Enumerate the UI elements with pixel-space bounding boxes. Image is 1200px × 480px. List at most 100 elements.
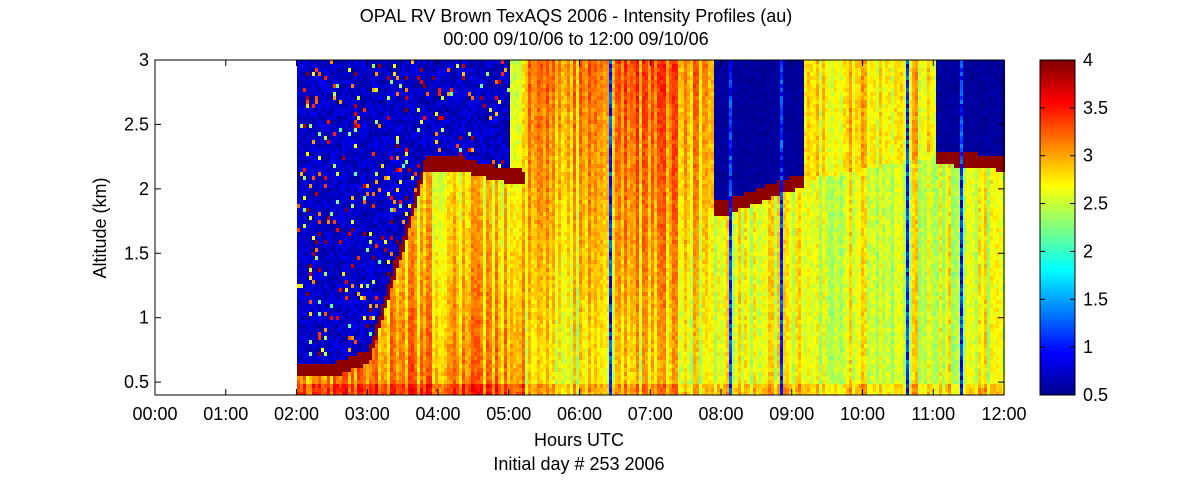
heatmap-cell [372,160,375,164]
heatmap-cell [363,88,366,92]
heatmap-cell [441,112,444,116]
heatmap-cell [414,348,417,352]
heatmap-cell [360,240,363,244]
heatmap-cell [471,216,474,220]
heatmap-cell [456,308,459,312]
heatmap-cell [438,84,441,88]
heatmap-cell [366,136,369,140]
heatmap-cell [438,176,441,180]
heatmap-cell [423,144,426,148]
heatmap-cell [300,96,303,100]
heatmap-cell [342,116,345,120]
heatmap-cell [330,296,333,300]
heatmap-cell [465,124,468,128]
heatmap-cell [471,168,474,172]
heatmap-cell [393,240,396,244]
heatmap-cell [333,172,336,176]
heatmap-cell [327,204,330,208]
heatmap-cell [300,372,303,376]
heatmap-cell [339,256,342,260]
heatmap-cell [306,244,309,248]
heatmap-cell [435,60,438,64]
heatmap-cell [429,252,432,256]
heatmap-cell [363,68,366,72]
heatmap-cell [309,220,312,224]
heatmap-cell [411,108,414,112]
heatmap-cell [384,312,387,316]
heatmap-cell [435,284,438,288]
heatmap-cell [351,360,354,364]
heatmap-cell [444,96,447,100]
heatmap-cell [447,76,450,80]
heatmap-cell [447,364,450,368]
heatmap-cell [309,108,312,112]
heatmap-cell [474,180,477,184]
heatmap-cell [456,172,459,176]
heatmap-cell [447,176,450,180]
heatmap-cell [387,136,390,140]
heatmap-cell [435,388,438,392]
heatmap-cell [468,268,471,272]
heatmap-cell [297,304,300,308]
heatmap-cell [429,240,432,244]
heatmap-cell [471,80,474,84]
heatmap-cell [381,360,384,364]
heatmap-cell [426,328,429,332]
heatmap-cell [417,136,420,140]
heatmap-cell [456,352,459,356]
heatmap-cell [375,380,378,384]
heatmap-cell [345,328,348,332]
heatmap-cell [312,260,315,264]
heatmap-cell [417,200,420,204]
heatmap-cell [300,68,303,72]
heatmap-cell [375,208,378,212]
heatmap-cell [315,244,318,248]
heatmap-cell [336,208,339,212]
heatmap-cell [354,128,357,132]
heatmap-cell [429,68,432,72]
heatmap-cell [435,172,438,176]
heatmap-cell [378,240,381,244]
heatmap-cell [360,364,363,368]
heatmap-cell [414,264,417,268]
heatmap-cell [438,180,441,184]
heatmap-cell [333,260,336,264]
heatmap-cell [453,72,456,76]
heatmap-cell [405,380,408,384]
heatmap-cell [327,272,330,276]
heatmap-cell [453,252,456,256]
heatmap-cell [300,168,303,172]
heatmap-cell [384,212,387,216]
heatmap-cell [363,376,366,380]
heatmap-cell [393,256,396,260]
heatmap-cell [420,120,423,124]
heatmap-cell [420,340,423,344]
heatmap-cell [441,188,444,192]
heatmap-cell [339,164,342,168]
heatmap-cell [375,72,378,76]
heatmap-cell [318,292,321,296]
heatmap-cell [438,160,441,164]
heatmap-cell [471,96,474,100]
heatmap-cell [354,384,357,388]
heatmap-cell [306,364,309,368]
heatmap-cell [429,164,432,168]
heatmap-cell [393,252,396,256]
heatmap-cell [459,284,462,288]
heatmap-cell [396,176,399,180]
heatmap-cell [471,340,474,344]
heatmap-cell [450,144,453,148]
heatmap-cell [372,176,375,180]
heatmap-cell [471,260,474,264]
heatmap-cell [339,244,342,248]
heatmap-cell [447,72,450,76]
heatmap-cell [351,104,354,108]
heatmap-cell [450,364,453,368]
heatmap-cell [438,292,441,296]
heatmap-cell [465,152,468,156]
heatmap-cell [369,264,372,268]
heatmap-cell [417,344,420,348]
heatmap-cell [426,156,429,160]
heatmap-cell [348,128,351,132]
heatmap-cell [429,392,432,395]
